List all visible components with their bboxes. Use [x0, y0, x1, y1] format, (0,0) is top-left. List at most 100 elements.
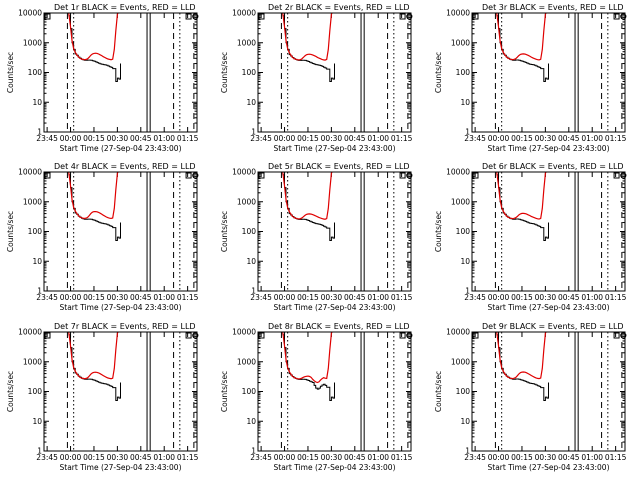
corner-circle [192, 332, 199, 339]
x-tick-label: 00:30 [535, 293, 557, 302]
panel-7: Det 7r BLACK = Events, RED = LLD Counts/s… [6, 322, 199, 472]
x-axis-label: Start Time (27-Sep-04 23:43:00) [488, 463, 610, 472]
panel-title: Det 3r BLACK = Events, RED = LLD [482, 3, 624, 12]
x-tick-label: 01:15 [177, 134, 199, 143]
y-tick-label: 10 [460, 98, 470, 107]
x-tick-label: 00:30 [321, 453, 343, 462]
y-axis-label: Counts/sec [434, 371, 443, 412]
y-tick-label: 10 [32, 98, 42, 107]
plot-frame [471, 12, 626, 133]
corner-box-left [472, 332, 479, 339]
y-tick-label: 1000 [237, 357, 256, 366]
x-tick-label: 00:45 [344, 134, 366, 143]
corner-circle [620, 332, 627, 339]
x-tick-label: 00:00 [60, 293, 82, 302]
x-tick-label: 01:00 [581, 453, 603, 462]
y-tick-label: 100 [242, 387, 257, 396]
corner-circle [406, 172, 413, 179]
y-tick-label: 10 [460, 417, 470, 426]
y-tick-label: 10000 [232, 328, 256, 337]
x-tick-label: 23:45 [464, 453, 486, 462]
x-tick-label: 00:00 [274, 293, 296, 302]
panel-2: Det 2r BLACK = Events, RED = LLD Counts/s… [220, 3, 413, 153]
corner-circle [192, 172, 199, 179]
x-tick-label: 01:15 [391, 293, 413, 302]
x-tick-label: 00:30 [535, 453, 557, 462]
y-tick-label: 100 [456, 227, 471, 236]
x-tick-label: 00:00 [60, 134, 82, 143]
x-tick-label: 00:00 [488, 134, 510, 143]
y-tick-label: 1 [37, 128, 42, 137]
series-lld-line [496, 13, 547, 61]
x-tick-label: 00:00 [60, 453, 82, 462]
panel-title: Det 7r BLACK = Events, RED = LLD [54, 322, 196, 331]
y-tick-label: 1000 [451, 357, 470, 366]
plot-frame [43, 171, 198, 292]
corner-box-left [258, 172, 265, 179]
y-tick-label: 100 [456, 68, 471, 77]
y-tick-label: 10 [32, 417, 42, 426]
x-tick-label: 00:30 [107, 453, 129, 462]
corner-box-right [185, 172, 192, 179]
y-tick-label: 10 [246, 417, 256, 426]
x-tick-label: 01:00 [153, 134, 175, 143]
x-tick-label: 01:00 [367, 453, 389, 462]
corner-box-left [44, 13, 51, 20]
y-axis-label: Counts/sec [434, 52, 443, 93]
series-group [68, 332, 121, 401]
x-tick-label: 00:45 [130, 293, 152, 302]
x-tick-label: 01:15 [177, 453, 199, 462]
x-axis-label: Start Time (27-Sep-04 23:43:00) [60, 144, 182, 153]
panel-6: Det 6r BLACK = Events, RED = LLD Counts/s… [434, 162, 627, 312]
x-tick-label: 00:15 [511, 134, 533, 143]
y-tick-label: 100 [28, 227, 43, 236]
plot-frame [471, 331, 626, 452]
y-axis-label: Counts/sec [6, 52, 15, 93]
series-group [282, 332, 335, 401]
panel-8: Det 8r BLACK = Events, RED = LLD Counts/s… [220, 322, 413, 472]
panel-title: Det 5r BLACK = Events, RED = LLD [268, 162, 410, 171]
corner-box-left [258, 332, 265, 339]
x-tick-label: 23:45 [36, 453, 58, 462]
x-tick-label: 00:45 [130, 453, 152, 462]
x-tick-label: 01:15 [605, 293, 627, 302]
y-tick-label: 1 [465, 447, 470, 456]
panel-title: Det 4r BLACK = Events, RED = LLD [54, 162, 196, 171]
series-lld-line [282, 172, 333, 220]
y-tick-label: 100 [28, 68, 43, 77]
y-tick-label: 10000 [18, 168, 42, 177]
corner-box-left [258, 13, 265, 20]
plot-frame [257, 331, 412, 452]
x-tick-label: 00:30 [535, 134, 557, 143]
y-axis-label: Counts/sec [220, 52, 229, 93]
y-tick-label: 1000 [237, 38, 256, 47]
x-tick-label: 00:45 [344, 293, 366, 302]
x-tick-label: 01:00 [581, 293, 603, 302]
panel-title: Det 8r BLACK = Events, RED = LLD [268, 322, 410, 331]
corner-circle [406, 332, 413, 339]
y-tick-label: 10000 [18, 328, 42, 337]
y-tick-label: 1000 [237, 197, 256, 206]
x-tick-label: 01:00 [581, 134, 603, 143]
x-tick-label: 00:45 [558, 453, 580, 462]
corner-box-left [472, 13, 479, 20]
corner-circle [192, 13, 199, 20]
x-tick-label: 01:15 [391, 134, 413, 143]
panel-4: Det 4r BLACK = Events, RED = LLD Counts/s… [6, 162, 199, 312]
x-tick-label: 00:15 [297, 134, 319, 143]
series-group [68, 13, 121, 82]
series-lld-line [282, 13, 333, 61]
x-tick-label: 01:00 [153, 453, 175, 462]
y-tick-label: 10 [32, 257, 42, 266]
y-axis-label: Counts/sec [6, 211, 15, 252]
corner-box-left [472, 172, 479, 179]
panel-5: Det 5r BLACK = Events, RED = LLD Counts/s… [220, 162, 413, 312]
x-axis-label: Start Time (27-Sep-04 23:43:00) [60, 463, 182, 472]
x-tick-label: 00:00 [488, 453, 510, 462]
x-tick-label: 00:15 [511, 453, 533, 462]
series-group [282, 172, 335, 241]
x-tick-label: 01:15 [605, 453, 627, 462]
panel-title: Det 9r BLACK = Events, RED = LLD [482, 322, 624, 331]
y-tick-label: 1000 [23, 357, 42, 366]
